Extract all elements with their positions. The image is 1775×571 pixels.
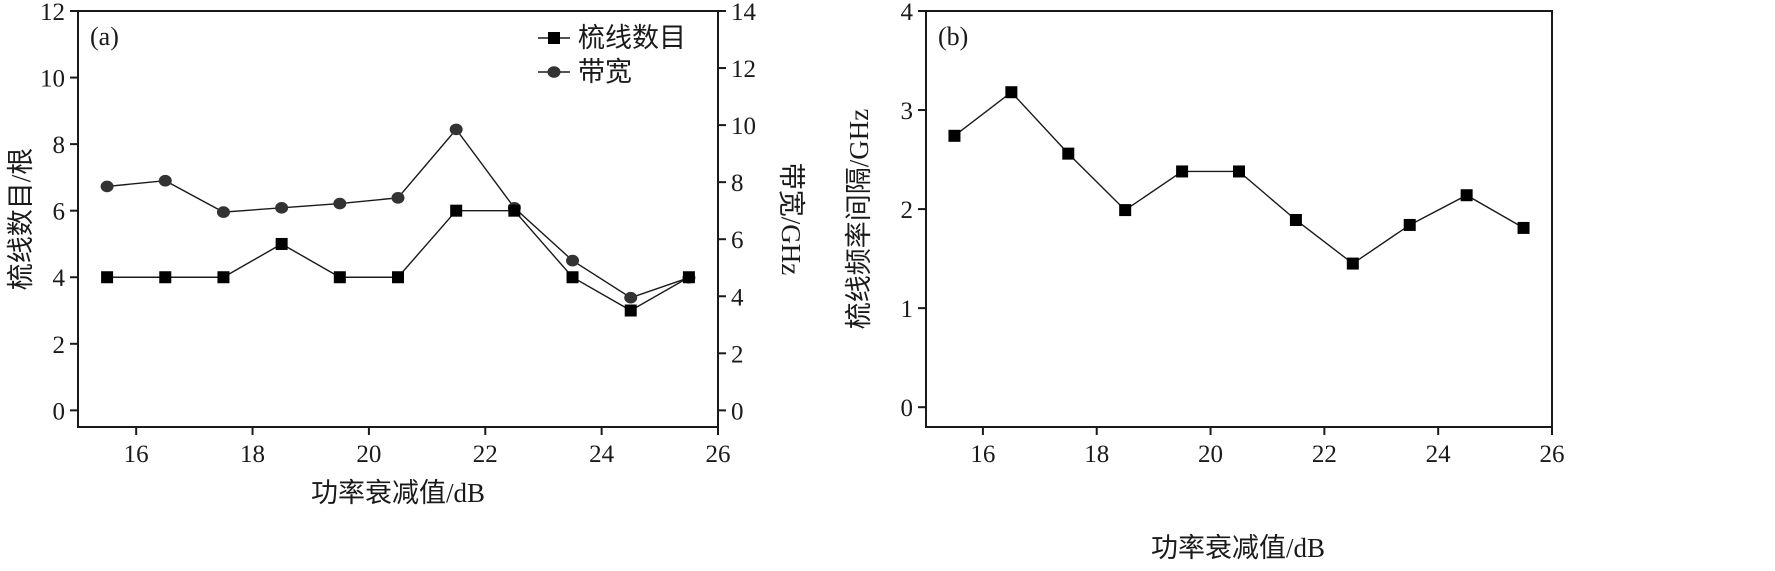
- data-point-square: [1005, 86, 1018, 99]
- y-tick-label: 6: [731, 227, 744, 254]
- legend-entry-comb-lines: 梳线数目: [538, 23, 686, 53]
- data-point-circle: [158, 174, 172, 187]
- data-point-circle: [100, 180, 114, 193]
- data-point-square: [1517, 221, 1530, 234]
- panel-a-y2-axis-label: 带宽/GHz: [776, 163, 806, 275]
- y-tick-label: 10: [731, 113, 756, 140]
- panel-b-y-axis: 0 1 2 3 4: [901, 0, 926, 422]
- data-point-square: [217, 271, 230, 284]
- legend-circle-marker: [547, 66, 561, 78]
- y-tick-label: 4: [53, 265, 66, 292]
- y-tick-label: 6: [53, 199, 66, 226]
- data-point-square: [566, 271, 579, 284]
- x-tick-label: 22: [1312, 441, 1337, 468]
- panel-b-label: (b): [938, 22, 968, 51]
- data-point-square: [450, 204, 463, 217]
- y-tick-label: 0: [53, 398, 66, 425]
- panel-a-plot-frame: [77, 10, 719, 428]
- panel-b-y-axis-label: 梳线频率间隔/GHz: [844, 109, 874, 329]
- y-tick-label: 1: [901, 296, 914, 323]
- data-point-square: [1403, 218, 1416, 231]
- data-point-circle: [275, 202, 289, 214]
- y-tick-label: 4: [901, 0, 914, 26]
- x-tick-label: 22: [473, 441, 498, 468]
- panel-b: 16 18 20 22 24 26 0 1 2 3 4 (b) 功率衰减值/dB 梳线频率间隔/G…: [844, 0, 1565, 563]
- x-tick-label: 16: [124, 441, 149, 468]
- data-point-square: [1346, 257, 1359, 270]
- data-point-square: [948, 129, 961, 142]
- y-tick-label: 2: [731, 341, 744, 368]
- data-point-square: [508, 204, 521, 217]
- data-point-square: [682, 271, 695, 284]
- data-point-square: [392, 271, 404, 284]
- data-point-square: [1119, 204, 1132, 217]
- y-tick-label: 3: [901, 98, 914, 125]
- data-point-square: [1289, 213, 1302, 226]
- y-tick-label: 2: [53, 332, 66, 359]
- y-tick-label: 10: [40, 66, 65, 93]
- panel-a-label: (a): [90, 22, 119, 51]
- x-tick-label: 24: [1426, 441, 1452, 468]
- panel-a-x-axis: 16 18 20 22 24 26: [124, 427, 731, 468]
- data-point-square: [1233, 165, 1245, 178]
- data-point-circle: [216, 206, 230, 218]
- x-tick-label: 20: [356, 441, 381, 468]
- data-point-square: [333, 271, 346, 284]
- panel-b-x-axis: 16 18 20 22 24 26: [970, 427, 1565, 468]
- x-tick-label: 24: [589, 441, 615, 468]
- panel-a-y-axis-left: 0 2 4 6 8 10 12: [40, 0, 78, 425]
- y-tick-label: 2: [901, 197, 914, 224]
- data-point-circle: [449, 123, 463, 136]
- legend-entry-bandwidth: 带宽: [538, 57, 632, 87]
- data-point-circle: [333, 197, 347, 210]
- data-point-square: [1176, 165, 1189, 178]
- panel-a-y-axis-right: 0 2 4 6 8 10 12 14: [718, 0, 757, 425]
- panel-b-series: [948, 86, 1530, 270]
- data-point-square: [101, 271, 114, 284]
- y-tick-label: 4: [731, 284, 744, 311]
- y-tick-label: 8: [731, 170, 744, 197]
- panel-a-legend: 梳线数目 带宽: [538, 23, 686, 87]
- series-line: [954, 91, 1524, 265]
- legend-square-marker: [548, 32, 560, 44]
- panel-a-x-axis-label: 功率衰减值/dB: [311, 478, 485, 508]
- panel-a-y-axis-label: 梳线数目/根: [6, 148, 36, 291]
- x-tick-label: 26: [706, 441, 731, 468]
- y-tick-label: 12: [40, 0, 65, 26]
- panel-a-series: [100, 123, 696, 317]
- data-point-circle: [624, 291, 638, 304]
- y-tick-label: 8: [53, 132, 66, 159]
- x-tick-label: 26: [1540, 441, 1565, 468]
- data-point-square: [159, 271, 172, 284]
- legend-label-comb-lines: 梳线数目: [578, 23, 686, 53]
- x-tick-label: 18: [1084, 441, 1109, 468]
- data-point-square: [1062, 147, 1075, 160]
- data-point-square: [275, 237, 288, 250]
- x-tick-label: 18: [240, 441, 265, 468]
- series-line: [107, 209, 690, 312]
- panel-b-x-axis-label: 功率衰减值/dB: [1151, 533, 1325, 563]
- y-tick-label: 14: [731, 0, 757, 26]
- legend-label-bandwidth: 带宽: [578, 57, 632, 87]
- y-tick-label: 0: [731, 398, 744, 425]
- y-tick-label: 0: [901, 395, 914, 422]
- y-tick-label: 12: [731, 56, 756, 83]
- data-point-circle: [391, 192, 405, 204]
- panel-b-plot-frame: [925, 10, 1553, 428]
- data-point-square: [624, 304, 637, 317]
- x-tick-label: 20: [1198, 441, 1223, 468]
- x-tick-label: 16: [970, 441, 995, 468]
- data-point-square: [1460, 189, 1473, 202]
- data-point-circle: [566, 254, 580, 267]
